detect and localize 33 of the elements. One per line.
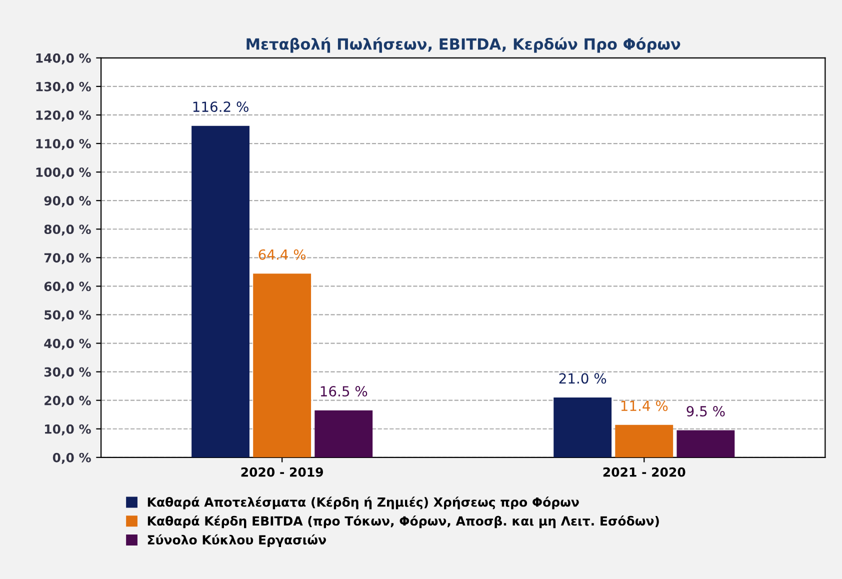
- y-tick-label: 80,0 %: [44, 224, 91, 236]
- y-tick-label: 70,0 %: [44, 253, 91, 264]
- chart-title: Μεταβολή Πωλήσεων, EBITDA, Κερδών Προ Φόρων: [246, 37, 680, 53]
- bar: [615, 424, 674, 458]
- y-tick-label: 0,0 %: [52, 452, 91, 464]
- y-tick-label: 140,0 %: [36, 53, 91, 64]
- y-tick-label: 130,0 %: [36, 82, 91, 93]
- y-tick-label: 40,0 %: [44, 338, 91, 350]
- y-tick-label: 10,0 %: [45, 424, 91, 436]
- x-tick-label: 2021 - 2020: [603, 467, 686, 477]
- y-tick-label: 30,0 %: [44, 367, 91, 378]
- legend-label: Σύνολο Κύκλου Εργασιών: [148, 534, 326, 547]
- bar: [314, 410, 373, 458]
- data-label: 11.4 %: [621, 400, 668, 412]
- y-tick-label: 100,0 %: [36, 168, 91, 179]
- y-tick-label: 20,0 %: [44, 396, 91, 407]
- data-label: 16.5 %: [320, 386, 368, 397]
- data-label: 21.0 %: [559, 373, 606, 384]
- data-label: 9.5 %: [686, 406, 725, 416]
- bar: [676, 430, 735, 458]
- y-tick-label: 120,0 %: [36, 110, 91, 122]
- legend-label: Καθαρά Αποτελέσματα (Κέρδη ή Ζημιές) Χρήσεως προ Φόρων: [148, 496, 579, 510]
- bar: [192, 126, 250, 458]
- data-label: 64.4 %: [258, 249, 306, 260]
- y-tick-label: 50,0 %: [44, 310, 91, 322]
- legend-label: Καθαρά Κέρδη EBITDA (προ Τόκων, Φόρων, Αποσβ. και μη Λειτ. Εσόδων): [148, 515, 659, 528]
- y-tick-label: 90,0 %: [44, 196, 91, 208]
- data-label: 116.2 %: [193, 102, 248, 112]
- x-tick-label: 2020 - 2019: [241, 467, 324, 477]
- y-tick-label: 60,0 %: [44, 282, 91, 293]
- bar: [253, 274, 312, 458]
- bar: [554, 397, 612, 458]
- y-tick-label: 110,0 %: [36, 138, 91, 150]
